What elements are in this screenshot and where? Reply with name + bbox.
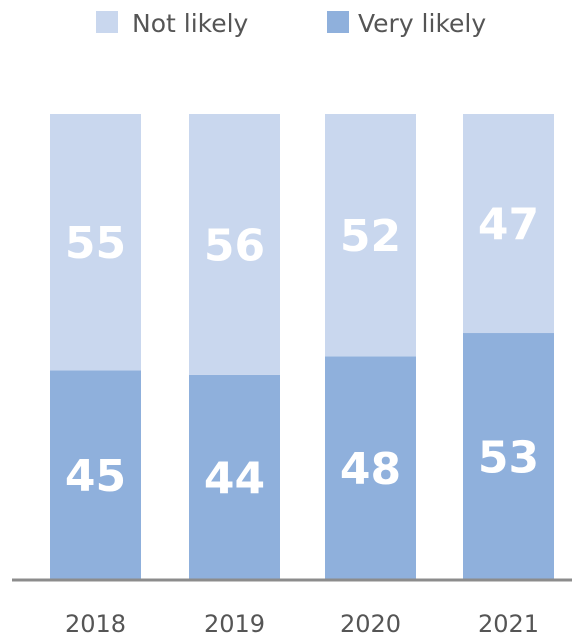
- value-label-not-likely-2020: 52: [340, 211, 401, 262]
- bar-very-likely-2021: [463, 333, 554, 580]
- value-label-not-likely-2019: 56: [204, 220, 265, 271]
- x-tick-label-2021: 2021: [478, 610, 539, 636]
- x-tick-label-2018: 2018: [65, 610, 126, 636]
- bars: [50, 114, 554, 580]
- legend-swatch-not-likely: [96, 11, 118, 33]
- value-label-very-likely-2020: 48: [340, 444, 401, 495]
- x-tick-label-2019: 2019: [204, 610, 265, 636]
- bar-very-likely-2018: [50, 370, 141, 580]
- value-label-not-likely-2021: 47: [478, 200, 539, 251]
- legend-label-not-likely: Not likely: [132, 9, 249, 38]
- legend: Not likely Very likely: [96, 9, 486, 38]
- x-axis: 2018 2019 2020 2021: [12, 578, 572, 636]
- bar-not-likely-2020: [325, 114, 416, 357]
- value-label-very-likely-2021: 53: [478, 433, 539, 484]
- legend-swatch-very-likely: [327, 11, 349, 33]
- legend-label-very-likely: Very likely: [358, 9, 486, 38]
- value-label-not-likely-2018: 55: [65, 218, 126, 269]
- bar-not-likely-2021: [463, 114, 554, 334]
- bar-not-likely-2018: [50, 114, 141, 371]
- value-label-very-likely-2019: 44: [204, 453, 265, 504]
- value-label-very-likely-2018: 45: [65, 451, 126, 502]
- value-labels: 45 55 44 56 48 52 53 47: [65, 200, 539, 505]
- bar-not-likely-2019: [189, 114, 280, 375]
- bar-very-likely-2020: [325, 356, 416, 580]
- x-tick-label-2020: 2020: [340, 610, 401, 636]
- bar-very-likely-2019: [189, 374, 280, 580]
